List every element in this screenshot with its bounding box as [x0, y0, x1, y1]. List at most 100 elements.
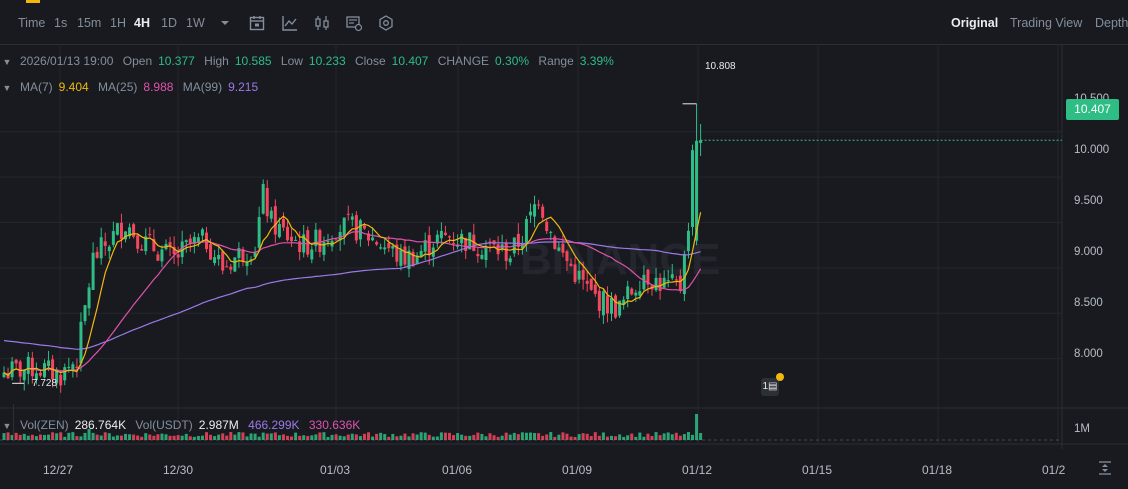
volume-bar	[136, 435, 140, 440]
timeframe-4h[interactable]: 4H	[134, 16, 150, 30]
open-value: 10.377	[158, 54, 195, 68]
candle-body	[362, 225, 366, 229]
volume-bar	[614, 436, 618, 440]
volume-bar	[512, 432, 516, 440]
volume-bar	[541, 435, 545, 440]
volume-bar	[674, 432, 678, 440]
volume-bar	[658, 435, 662, 440]
candle-body	[508, 258, 512, 263]
volume-bar	[597, 435, 601, 440]
candle-body	[241, 249, 245, 263]
x-tick: 01/12	[682, 463, 713, 477]
volume-bar	[605, 436, 609, 440]
volume-bar	[107, 433, 111, 440]
volume-bar	[286, 435, 289, 440]
line-chart-icon[interactable]	[281, 14, 299, 32]
candlestick-icon[interactable]	[313, 14, 331, 32]
chevron-down-icon[interactable]	[216, 14, 234, 32]
gear-icon[interactable]	[377, 14, 395, 32]
volume-bar	[545, 434, 549, 440]
volume-bar	[281, 434, 285, 440]
volume-bar	[508, 434, 512, 440]
volume-bar	[492, 435, 496, 440]
volume-bar	[516, 434, 520, 440]
candle-body	[383, 247, 387, 250]
candle-body	[152, 238, 156, 252]
candle-body	[273, 206, 277, 235]
ma7-line	[3, 212, 702, 377]
view-depth[interactable]: Depth	[1095, 16, 1128, 30]
scale-toggle-icon[interactable]	[1097, 460, 1113, 476]
candle-body	[670, 274, 674, 279]
calendar-icon[interactable]	[248, 14, 266, 32]
view-original[interactable]: Original	[951, 16, 999, 30]
volume-bar	[529, 432, 532, 440]
candle-body	[622, 299, 626, 305]
candle-body	[286, 226, 289, 241]
candle-body	[253, 252, 257, 257]
volume-bar	[484, 436, 488, 440]
timeframe-1d[interactable]: 1D	[161, 16, 177, 30]
pane-divider[interactable]	[0, 404, 14, 440]
candle-body	[678, 275, 682, 291]
timeframe-1s[interactable]: 1s	[54, 16, 68, 30]
volume-bar	[330, 434, 334, 440]
view-trading-view[interactable]: Trading View	[1010, 16, 1083, 30]
volume-bar	[431, 436, 435, 440]
volume-bar	[411, 433, 415, 440]
volume-bar	[415, 434, 419, 440]
candle-body	[132, 224, 136, 237]
volume-bar	[387, 436, 391, 440]
chevron-down-icon[interactable]: ▼	[2, 57, 12, 67]
candle-body	[699, 140, 703, 143]
volume-bar	[26, 435, 30, 440]
candle-body	[419, 250, 423, 257]
indicator-settings-icon[interactable]	[345, 14, 363, 32]
volume-bar	[419, 432, 423, 440]
candle-body	[10, 361, 14, 378]
volume-bar	[87, 429, 91, 440]
volume-bar	[38, 434, 42, 440]
candle-body	[634, 292, 638, 296]
chevron-down-icon[interactable]: ▼	[2, 83, 12, 93]
candle-body	[443, 232, 447, 235]
candlestick-chart[interactable]: BINANCE	[0, 44, 1128, 489]
ma-legend: ▼ MA(7) 9.404 MA(25) 8.988 MA(99) 9.215	[0, 80, 264, 94]
candle-body	[237, 248, 241, 258]
timeframe-1w[interactable]: 1W	[186, 16, 205, 30]
volume-bar	[22, 433, 26, 440]
chart-markers	[0, 103, 1062, 441]
timeframe-15m[interactable]: 15m	[77, 16, 102, 30]
volume-bar	[334, 434, 338, 440]
volume-bar	[306, 436, 310, 440]
candle-body	[188, 238, 192, 244]
volume-bar	[91, 432, 95, 440]
volume-bar	[298, 435, 302, 440]
timeframe-1h[interactable]: 1H	[110, 16, 126, 30]
notification-dot	[776, 373, 784, 381]
y-tick-8000: 8.000	[1074, 348, 1103, 360]
volume-bar	[172, 435, 176, 440]
candle-body	[391, 245, 395, 249]
candle-body	[63, 367, 67, 381]
candle-body	[464, 237, 468, 251]
volume-bar	[476, 432, 480, 440]
x-tick: 01/09	[562, 463, 593, 477]
volume-bar	[610, 435, 613, 440]
candle-body	[524, 219, 528, 243]
candle-body	[415, 255, 419, 264]
candle-body	[695, 140, 699, 241]
volume-bar	[245, 436, 249, 440]
volume-bar	[265, 433, 269, 440]
volume-bar	[472, 434, 476, 440]
volume-bar	[524, 432, 528, 440]
y-tick-9000: 9.000	[1074, 246, 1103, 258]
chevron-down-icon[interactable]: ▼	[2, 421, 12, 431]
candle-body	[573, 264, 577, 282]
notes-icon[interactable]: 1▤	[761, 378, 779, 396]
time-label[interactable]: Time	[18, 16, 46, 30]
volume-bar	[30, 434, 34, 440]
candle-body	[626, 286, 630, 300]
volume-bar	[569, 436, 573, 440]
volume-bar	[253, 433, 257, 440]
